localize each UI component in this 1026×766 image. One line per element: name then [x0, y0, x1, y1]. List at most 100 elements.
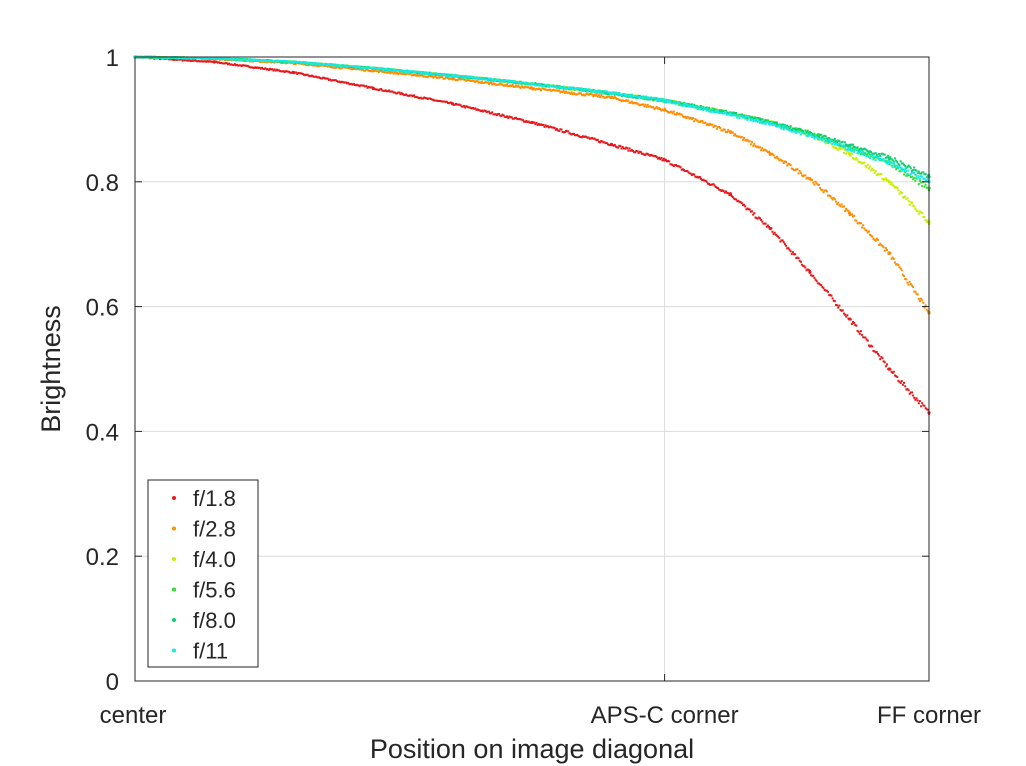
data-point [199, 60, 202, 63]
data-point [335, 66, 338, 69]
data-point [834, 142, 837, 145]
data-point [845, 207, 848, 210]
data-point [206, 57, 209, 60]
data-point [513, 80, 516, 83]
data-point [921, 171, 924, 174]
data-point [857, 160, 860, 163]
data-point [433, 75, 436, 78]
data-point [225, 62, 228, 65]
data-point [230, 59, 233, 62]
data-point [534, 123, 537, 126]
data-point [228, 57, 231, 60]
data-point [847, 148, 850, 151]
data-point [406, 72, 409, 75]
data-point [803, 132, 806, 135]
data-point [830, 196, 833, 199]
data-point [875, 153, 878, 156]
data-point [577, 87, 580, 90]
data-point [317, 65, 320, 68]
data-point [844, 210, 847, 213]
data-point [779, 158, 782, 161]
data-point [229, 57, 232, 60]
data-point [501, 113, 504, 116]
data-point [388, 67, 391, 70]
data-point [897, 189, 900, 192]
data-point [203, 60, 206, 63]
data-point [597, 91, 600, 94]
data-point [728, 112, 731, 115]
data-point [782, 241, 785, 244]
data-point [643, 105, 646, 108]
data-point [627, 94, 630, 97]
data-point [543, 125, 546, 128]
data-point [407, 69, 410, 72]
data-point [308, 75, 311, 78]
data-point [314, 75, 317, 78]
data-point [853, 150, 856, 153]
data-point [892, 370, 895, 373]
data-point [270, 61, 273, 64]
data-point [527, 86, 530, 89]
data-point [316, 76, 319, 79]
data-point [790, 167, 793, 170]
data-point [561, 91, 564, 94]
data-point [175, 58, 178, 61]
data-point [763, 122, 766, 125]
data-point [390, 71, 393, 74]
data-point [544, 83, 547, 86]
data-point [604, 142, 607, 145]
data-point [420, 74, 423, 77]
data-point [764, 222, 767, 225]
data-point [692, 173, 695, 176]
data-point [907, 389, 910, 392]
data-point [867, 156, 870, 159]
data-point [735, 198, 738, 201]
data-point [719, 110, 722, 113]
data-point [329, 63, 332, 66]
data-point [369, 86, 372, 89]
data-point [838, 139, 841, 142]
data-point [447, 77, 450, 80]
data-point [904, 195, 907, 198]
data-point [331, 64, 334, 67]
data-point [531, 121, 533, 124]
data-point [528, 82, 531, 85]
data-point [399, 93, 402, 96]
data-point [679, 166, 682, 169]
data-point [852, 215, 855, 218]
data-point [555, 85, 558, 88]
data-point [551, 85, 554, 88]
data-point [407, 94, 410, 97]
data-point [617, 92, 620, 95]
data-point [399, 69, 402, 72]
data-point [367, 66, 370, 69]
data-point [280, 70, 283, 73]
data-point [538, 88, 541, 91]
data-point [472, 79, 475, 82]
data-point [873, 238, 876, 241]
data-point [423, 72, 426, 75]
data-point [797, 130, 800, 133]
data-point [892, 160, 895, 163]
data-point [531, 83, 533, 86]
data-point [182, 57, 185, 60]
data-point [587, 136, 590, 139]
data-point [299, 62, 302, 65]
data-point [662, 98, 665, 101]
data-point [711, 123, 714, 126]
data-point [668, 100, 671, 103]
data-point [845, 148, 848, 151]
data-point [681, 102, 684, 105]
data-point [626, 95, 629, 98]
data-point [925, 220, 928, 223]
data-point [910, 172, 913, 175]
data-point [389, 72, 392, 75]
data-point [553, 89, 556, 92]
data-point [473, 107, 476, 110]
data-point [403, 72, 406, 75]
data-point [204, 57, 207, 60]
data-point [273, 68, 276, 71]
data-point [551, 89, 554, 92]
data-point [923, 306, 926, 309]
data-point [341, 64, 344, 67]
